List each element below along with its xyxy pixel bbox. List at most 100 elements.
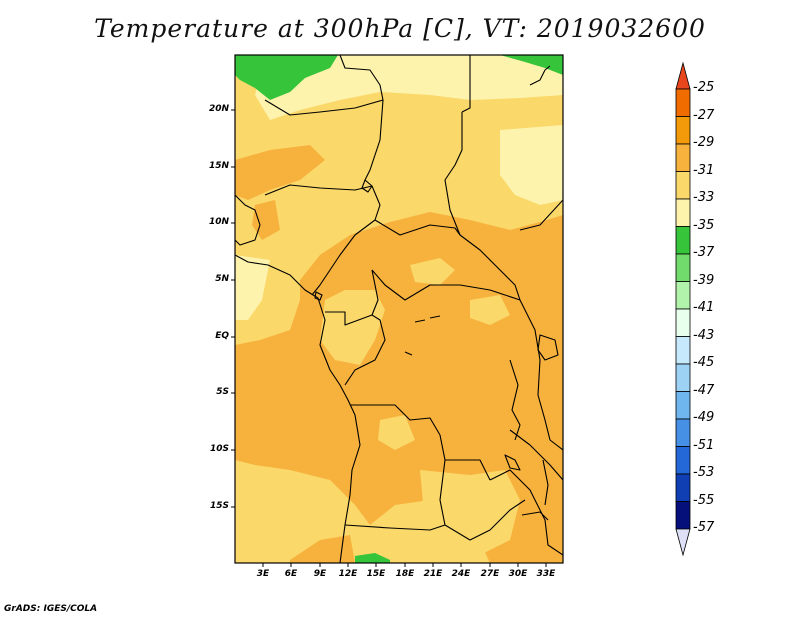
border-drc-angola [350,404,491,481]
colorbar-swatch [675,501,691,530]
coast-west-bulge [235,194,261,246]
field-warm-south [290,535,355,563]
colorbar-swatch [675,253,691,282]
border-gabon [325,311,386,386]
coast-bangweulu [504,454,521,471]
colorbar-label: -53 [693,465,715,480]
colorbar-swatch [675,363,691,392]
coast-niger-delta [361,179,373,193]
coast-drc-lakes [404,315,441,356]
field-warm-sahel [235,145,325,200]
lat-label-10n: 10N [208,217,229,227]
colorbar-label: -33 [693,190,715,205]
lat-label-15s: 15S [209,501,229,511]
border-east-africa [519,299,563,451]
lon-label-15e: 15E [366,569,386,579]
coast-bioko [314,291,323,301]
lat-label-15n: 15N [208,161,229,171]
temperature-field [235,55,563,563]
colorbar-swatch [675,198,691,227]
colorbar-label: -41 [693,300,715,315]
colorbar-swatch [675,171,691,200]
colorbar-swatch [675,116,691,145]
border-car-drc [371,269,521,301]
colorbar-swatch [675,336,691,365]
colorbar-swatch [675,88,691,117]
lon-label-12e: 12E [338,569,358,579]
border-tanzania [509,429,563,481]
field-cool-east [500,125,563,205]
lon-ticks [262,563,547,567]
colorbar-swatch [675,308,691,337]
colorbar-label: -37 [693,245,715,260]
coast-south-detail [521,511,549,521]
colorbar-swatch [675,143,691,172]
border-cameroon-car [371,269,379,316]
colorbar-swatch [675,418,691,447]
map-frame [234,54,564,564]
colorbar-label: -39 [693,272,715,288]
colorbar-label: -51 [693,437,715,453]
map-title: Temperature at 300hPa [C], VT: 201903260… [94,14,706,43]
lat-label-5n: 5N [215,274,229,284]
lat-ticks [231,109,235,508]
colorbar-label: -47 [693,382,715,398]
coast-ne-detail [529,65,551,86]
colorbar-label: -49 [693,410,715,425]
colorbar-swatch [675,226,691,255]
lon-label-3e: 3E [256,569,270,579]
field-mild-patch2 [470,295,510,325]
lat-label-10s: 10S [209,444,229,454]
colorbar-swatch [675,391,691,420]
field-green-ne [500,55,563,75]
lon-label-21e: 21E [423,569,443,579]
border-nigeria-cameroon [311,185,381,296]
lon-label-27e: 27E [480,569,500,579]
field-mild-patch3 [378,415,415,450]
colorbar-top-arrow [675,61,691,90]
colorbar-label: -25 [693,80,715,95]
field-cool-west [235,255,270,320]
border-chad-car [374,219,461,236]
colorbar-label: -43 [693,327,715,343]
field-green-south [355,553,390,563]
lon-label-18e: 18E [395,569,415,579]
lon-label-9e: 9E [313,569,327,579]
colorbar-swatch [675,446,691,475]
colorbar-label: -29 [693,135,715,150]
border-angola-zambia [439,459,526,541]
lat-label-20n: 20N [208,104,229,114]
colorbar-swatch [675,281,691,310]
border-algeria-libya [339,55,384,101]
colorbar-label: -45 [693,355,715,370]
border-angola-namibia [344,524,446,531]
border-niger-chad [364,99,384,181]
coast-west [235,254,361,563]
field-mild-patch1 [410,258,455,285]
border-lake1 [509,359,521,441]
border-niger-nigeria [264,184,373,196]
lon-label-30e: 30E [508,569,528,579]
lon-label-33e: 33E [536,569,556,579]
lat-label-eq: EQ [215,331,229,341]
field-mild-congo [320,290,385,365]
field-warm-west-small [252,200,280,240]
border-mali-niger [264,99,384,116]
field-green-nw [235,55,338,100]
lon-label-24e: 24E [451,569,471,579]
border-chad-sudan [444,112,463,236]
colorbar-label: -27 [693,107,715,123]
grads-credit: GrADS: IGES/COLA [4,604,98,614]
colorbar-label: -55 [693,492,715,508]
border-lake3 [542,459,549,506]
border-sudan-southsudan [459,234,521,301]
colorbar-label: -35 [693,217,715,233]
border-lake2 [537,334,559,361]
border-ethiopia [519,199,563,231]
border-zambia-moz [489,469,563,556]
lat-label-5s: 5S [216,387,229,397]
colorbar-label: -31 [693,162,715,178]
lon-label-6e: 6E [284,569,298,579]
colorbar [675,61,691,557]
